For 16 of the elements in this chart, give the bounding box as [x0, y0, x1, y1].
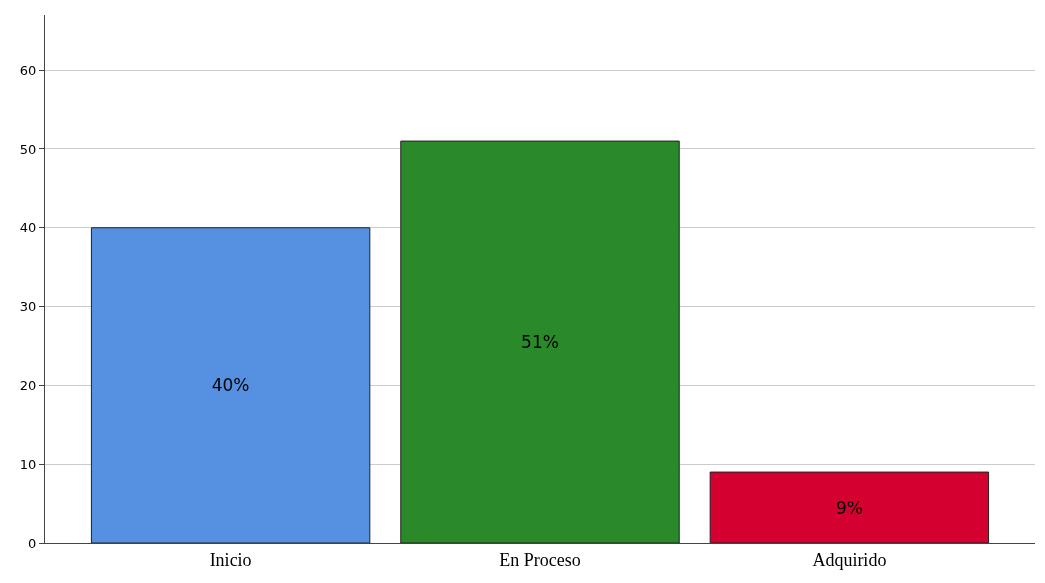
data-label: 51% — [521, 332, 559, 353]
y-tick-label: 10 — [19, 456, 37, 472]
y-tick-label: 20 — [19, 377, 37, 393]
bar — [709, 471, 990, 543]
y-tick-label: 0 — [28, 535, 37, 551]
bar — [400, 140, 680, 543]
x-tick-label: Inicio — [209, 549, 252, 570]
y-tick-label: 40 — [19, 220, 37, 236]
data-label: 9% — [835, 497, 863, 518]
data-label: 40% — [211, 375, 250, 396]
y-tick-label: 50 — [19, 141, 37, 157]
x-tick-label: En Proceso — [499, 549, 581, 570]
y-tick-label: 30 — [19, 299, 37, 315]
bar — [90, 227, 371, 543]
x-tick-label: Adquirido — [812, 549, 887, 570]
y-tick-label: 60 — [19, 62, 37, 78]
